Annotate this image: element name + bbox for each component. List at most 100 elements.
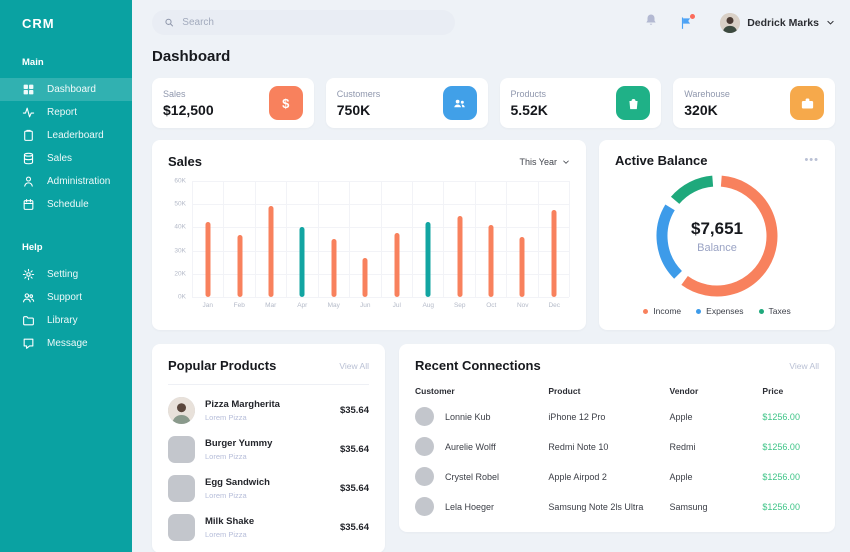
legend-label: Income bbox=[653, 306, 682, 316]
table-row[interactable]: Lela Hoeger Samsung Note 2ls Ultra Samsung… bbox=[415, 497, 819, 516]
stat-card-products: Products 5.52K bbox=[499, 78, 662, 128]
x-tick: Jul bbox=[392, 302, 401, 309]
donut-svg bbox=[656, 175, 778, 297]
y-tick: 40K bbox=[174, 223, 186, 231]
bar-column bbox=[192, 181, 223, 297]
connections-view-all-link[interactable]: View All bbox=[789, 360, 819, 371]
table-row[interactable]: Aurelie Wolff Redmi Note 10 Redmi $1256.00 bbox=[415, 437, 819, 456]
x-tick: Feb bbox=[233, 302, 245, 309]
period-dropdown[interactable]: This Year bbox=[519, 157, 570, 167]
bar-column bbox=[411, 181, 443, 297]
product-thumbnail bbox=[168, 514, 195, 541]
sidebar-item-label: Leaderboard bbox=[47, 130, 104, 141]
product-list-item[interactable]: Milk Shake Lorem Pizza $35.64 bbox=[168, 514, 369, 541]
bar-aug bbox=[425, 221, 431, 297]
product-list-item[interactable]: Egg Sandwich Lorem Pizza $35.64 bbox=[168, 475, 369, 502]
stat-label: Sales bbox=[163, 88, 186, 99]
sidebar-item-library[interactable]: Library bbox=[0, 309, 132, 332]
stat-label: Products bbox=[510, 88, 547, 99]
product-subtitle: Lorem Pizza bbox=[205, 452, 247, 461]
sidebar-item-report[interactable]: Report bbox=[0, 101, 132, 124]
product-list: Pizza Margherita Lorem Pizza $35.64 Burger … bbox=[168, 397, 369, 541]
price-cell: $1256.00 bbox=[762, 501, 800, 512]
customer-name: Lonnie Kub bbox=[445, 411, 491, 422]
product-cell: iPhone 12 Pro bbox=[548, 411, 606, 422]
legend-item-income: Income bbox=[643, 306, 681, 316]
bar-mar bbox=[268, 206, 274, 297]
price-cell: $1256.00 bbox=[762, 471, 800, 482]
x-tick: May bbox=[327, 302, 340, 309]
column-header: Price bbox=[762, 386, 784, 396]
vendor-cell: Apple bbox=[669, 471, 693, 482]
sidebar-item-setting[interactable]: Setting bbox=[0, 263, 132, 286]
legend-dot bbox=[696, 308, 702, 314]
gridline bbox=[192, 227, 569, 229]
table-header-row: Customer Product Vendor Price bbox=[415, 386, 819, 396]
user-avatar bbox=[720, 12, 741, 33]
legend-label: Expenses bbox=[706, 306, 744, 316]
sidebar-item-administration[interactable]: Administration bbox=[0, 170, 132, 193]
stat-value: 320K bbox=[684, 101, 718, 118]
user-profile-menu[interactable]: Dedrick Marks bbox=[720, 12, 835, 33]
sidebar-nav: Main Dashboard Report Leaderboard Sales Admin… bbox=[0, 57, 132, 355]
sidebar-item-schedule[interactable]: Schedule bbox=[0, 193, 132, 216]
product-price: $35.64 bbox=[339, 483, 369, 494]
products-view-all-link[interactable]: View All bbox=[339, 360, 369, 371]
donut-segment-income bbox=[681, 175, 778, 297]
bar-column bbox=[506, 181, 537, 297]
customer-avatar bbox=[415, 437, 434, 456]
sales-chart-title: Sales bbox=[168, 154, 202, 169]
search-input[interactable] bbox=[182, 17, 443, 28]
sidebar-item-sales[interactable]: Sales bbox=[0, 147, 132, 170]
sidebar-item-message[interactable]: Message bbox=[0, 332, 132, 355]
popular-products-card: Popular Products View All Pizza Margheri… bbox=[152, 344, 385, 552]
bar-dec bbox=[551, 210, 557, 297]
product-name: Burger Yummy bbox=[205, 438, 273, 449]
x-tick: Jun bbox=[360, 302, 371, 309]
x-tick: Nov bbox=[516, 302, 529, 309]
notification-bell-icon[interactable] bbox=[644, 13, 658, 32]
stat-value: $12,500 bbox=[163, 101, 214, 118]
sidebar-item-label: Support bbox=[47, 292, 83, 303]
product-list-item[interactable]: Burger Yummy Lorem Pizza $35.64 bbox=[168, 436, 369, 463]
table-row[interactable]: Lonnie Kub iPhone 12 Pro Apple $1256.00 bbox=[415, 407, 819, 426]
flag-icon[interactable] bbox=[679, 13, 696, 30]
sidebar-item-dashboard[interactable]: Dashboard bbox=[0, 78, 132, 101]
product-subtitle: Lorem Pizza bbox=[205, 491, 247, 500]
bar-feb bbox=[237, 235, 243, 297]
sidebar-item-support[interactable]: Support bbox=[0, 286, 132, 309]
stat-label: Customers bbox=[336, 88, 381, 99]
divider bbox=[168, 384, 369, 385]
sidebar-item-leaderboard[interactable]: Leaderboard bbox=[0, 124, 132, 147]
x-axis-labels: Jan Feb Mar Apr May Jun Jul Aug Sep Oct Nov Dec bbox=[192, 302, 570, 309]
setting-icon bbox=[22, 268, 35, 281]
price-cell: $1256.00 bbox=[762, 441, 800, 452]
product-price: $35.64 bbox=[339, 405, 369, 416]
customer-name: Crystel Robel bbox=[445, 471, 500, 482]
product-thumbnail bbox=[168, 397, 195, 424]
stat-card-warehouse: Warehouse 320K bbox=[673, 78, 835, 128]
sidebar-item-label: Schedule bbox=[47, 199, 89, 210]
page-title: Dashboard bbox=[152, 48, 231, 65]
case-icon bbox=[790, 86, 824, 120]
balance-donut-chart: $7,651 Balance bbox=[655, 174, 779, 298]
x-tick: Aug bbox=[422, 302, 435, 309]
donut-segment-taxes bbox=[670, 175, 714, 205]
message-icon bbox=[22, 337, 35, 350]
x-tick: Mar bbox=[265, 302, 277, 309]
search-icon bbox=[165, 18, 174, 27]
brand-logo: CRM bbox=[22, 16, 55, 31]
price-cell: $1256.00 bbox=[762, 411, 800, 422]
table-row[interactable]: Crystel Robel Apple Airpod 2 Apple $1256.00 bbox=[415, 467, 819, 486]
customer-avatar bbox=[415, 467, 434, 486]
sidebar-item-label: Sales bbox=[47, 153, 73, 164]
nav-section-label: Help bbox=[22, 242, 43, 253]
bag-icon bbox=[616, 86, 651, 120]
search-bar[interactable] bbox=[152, 10, 455, 35]
overflow-menu-icon[interactable]: ••• bbox=[804, 154, 819, 166]
y-tick: 0K bbox=[178, 293, 186, 301]
vendor-cell: Apple bbox=[669, 411, 693, 422]
users-icon bbox=[442, 86, 477, 120]
product-list-item[interactable]: Pizza Margherita Lorem Pizza $35.64 bbox=[168, 397, 369, 424]
product-cell: Redmi Note 10 bbox=[548, 441, 609, 452]
